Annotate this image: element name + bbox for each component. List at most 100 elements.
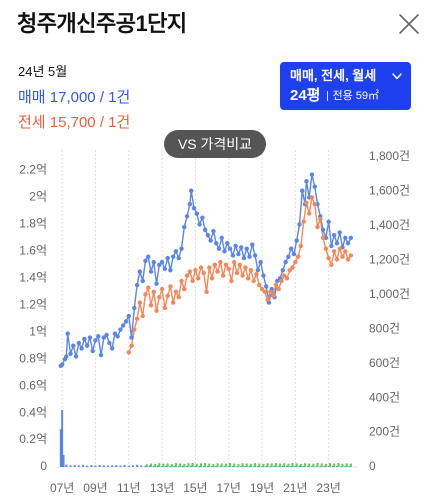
sale-price-point [286, 254, 291, 259]
rent-volume-bar [333, 463, 336, 467]
sale-price-point [348, 235, 354, 241]
y-left-tick-label: 0 [40, 459, 47, 473]
sale-price-point [129, 335, 134, 340]
jeonse-price-point [193, 268, 198, 273]
sale-price-point [98, 352, 104, 358]
exclusive-area-label: 전용 59㎡ [332, 90, 380, 102]
jeonse-price-point [298, 243, 304, 249]
jeonse-price-point [201, 270, 206, 276]
jeonse-price-point [129, 343, 134, 348]
x-tick-label: 11년 [117, 481, 141, 495]
sale-volume-bar [344, 466, 347, 467]
sale-price-point [214, 241, 219, 246]
jeonse-price-point [279, 278, 284, 284]
rent-volume-bar [308, 463, 311, 467]
deal-type-filter-button[interactable]: 매매, 전세, 월세 24평 전용 59㎡ [280, 62, 411, 110]
price-points [58, 172, 354, 369]
jeonse-price-point [134, 316, 140, 321]
jeonse-price-point [345, 257, 351, 262]
sale-volume-bar [211, 466, 214, 467]
rent-volume-bar [237, 463, 240, 467]
sale-volume-bar [331, 465, 334, 467]
rent-volume-bar [162, 463, 165, 467]
rent-volume-bar [199, 463, 202, 467]
sale-price-point [87, 335, 93, 340]
jeonse-price-point [234, 270, 240, 276]
sale-price-point [165, 255, 170, 261]
sale-volume-bar [302, 465, 305, 467]
compare-price-button[interactable]: VS 가격비교 [164, 130, 266, 158]
jeonse-price-point [295, 254, 301, 259]
sale-volume-bar [298, 465, 301, 467]
jeonse-price-point [343, 249, 348, 254]
jeonse-price-point [229, 278, 234, 284]
sale-volume-bar [123, 464, 126, 467]
rent-volume-bar [154, 463, 157, 467]
sale-price-point [151, 259, 156, 265]
sale-price-point [244, 246, 249, 251]
jeonse-price-point [340, 254, 345, 259]
jeonse-price-point [287, 268, 292, 273]
sale-price-point [291, 251, 297, 257]
sale-volume-bar [198, 465, 201, 467]
close-button[interactable] [397, 12, 421, 36]
rent-volume-bar [208, 463, 211, 467]
sale-volume-bar [106, 465, 109, 467]
sale-volume-bar [181, 465, 184, 467]
jeonse-price-point [157, 294, 162, 300]
jeonse-price-point [190, 278, 195, 284]
selected-month: 24년 5월 [18, 64, 68, 79]
sale-price-point [104, 332, 109, 338]
sale-price-point [343, 235, 348, 241]
sale-volume-bar [69, 465, 72, 467]
sale-price-point [93, 338, 98, 343]
sale-price-point [65, 331, 70, 336]
sale-price-point [233, 243, 238, 249]
rent-volume-bar [291, 463, 294, 467]
sale-price-point [255, 268, 261, 273]
y-right-tick-label: 1,000건 [369, 287, 410, 301]
sale-price-point [137, 269, 143, 274]
rent-volume-bar [216, 463, 219, 467]
sale-volume-bar [111, 465, 114, 467]
rent-volume-bar [341, 463, 344, 467]
sale-price-point [59, 362, 65, 367]
sale-price-point [64, 354, 69, 359]
sale-volume-bar [215, 465, 218, 467]
x-tick-label: 09년 [83, 481, 107, 495]
y-left-tick-label: 2.2억 [19, 163, 47, 177]
sale-price-point [252, 253, 258, 258]
sale-price-point [197, 222, 202, 227]
rent-volume-bar [224, 463, 227, 467]
pyeong-label: 24평 [290, 87, 321, 104]
jeonse-price-point [132, 327, 137, 332]
sale-price-point [143, 258, 148, 263]
sale-price-point [148, 269, 154, 274]
jeonse-price-point [257, 282, 262, 288]
rent-volume-bar [258, 463, 261, 467]
sale-volume-bar [340, 466, 343, 468]
rent-volume-bar [320, 463, 323, 467]
y-left-tick-label: 0.8억 [19, 351, 47, 365]
sale-price-point [230, 253, 236, 258]
rent-volume-bar [312, 463, 315, 467]
jeonse-price-point [240, 273, 245, 278]
sale-price-point [280, 268, 286, 273]
y-right-tick-label: 800건 [369, 321, 400, 335]
x-tick-label: 19년 [250, 481, 274, 495]
sale-price-point [263, 284, 269, 289]
sale-price-point [300, 188, 305, 193]
sale-volume-bar [173, 465, 176, 467]
sale-price-point [121, 323, 126, 328]
sale-price-point [222, 249, 227, 254]
sale-price-summary: 매매 17,000 / 1건 [18, 89, 131, 106]
rent-volume-bar [233, 463, 236, 467]
sale-price-point [109, 346, 115, 351]
sale-volume-bar [231, 465, 234, 467]
rent-volume-bar [158, 463, 161, 467]
rent-volume-bar [274, 462, 277, 467]
sale-volume-bar [194, 466, 197, 467]
x-tick-label: 07년 [50, 481, 74, 495]
sale-price-point [79, 346, 84, 351]
